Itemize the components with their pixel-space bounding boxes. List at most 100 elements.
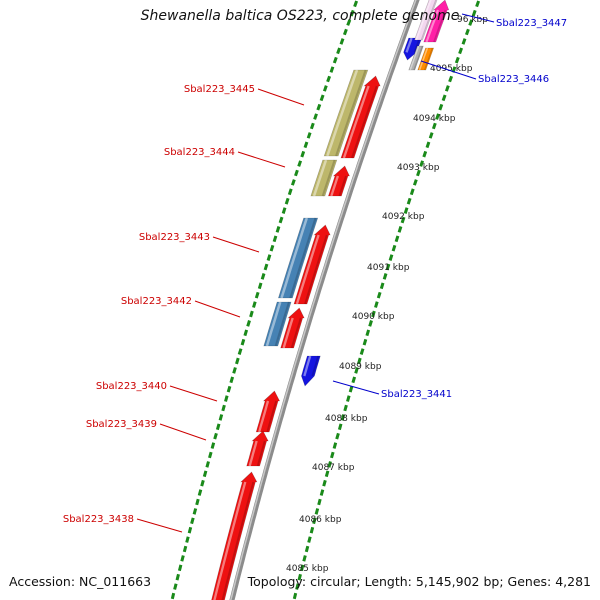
gene-label-3439[interactable]: Sbal223_3439 <box>86 419 157 430</box>
gene-label-3441[interactable]: Sbal223_3441 <box>381 389 452 400</box>
genome-summary: Topology: circular; Length: 5,145,902 bp… <box>247 574 591 589</box>
gene-label-3442[interactable]: Sbal223_3442 <box>121 296 192 307</box>
gc-tick <box>448 75 454 83</box>
gc-tick <box>454 56 460 64</box>
gc-tick <box>475 0 481 8</box>
scale-label-4095: 4095 kbp <box>430 64 473 74</box>
gene-label-3445[interactable]: Sbal223_3445 <box>184 84 255 95</box>
gc-tick <box>208 451 213 459</box>
gc-tick-tracks <box>170 0 481 600</box>
scale-label-4086: 4086 kbp <box>299 515 342 525</box>
gene-label-3447[interactable]: Sbal223_3447 <box>496 18 567 29</box>
gc-tick <box>254 291 260 299</box>
cds-3443[interactable] <box>277 217 319 299</box>
gc-tick <box>354 367 359 374</box>
gc-tick <box>312 517 317 525</box>
gene-arrow-3445[interactable] <box>340 75 381 159</box>
gene-arrow-3443[interactable] <box>293 224 331 305</box>
gc-tick <box>385 263 391 271</box>
gc-tick <box>240 338 246 346</box>
gc-tick <box>185 536 190 543</box>
cds-3445[interactable] <box>323 69 369 157</box>
gene-arrow-3441-shape <box>301 355 321 387</box>
gene-arrow-3447-pink[interactable] <box>423 0 450 43</box>
gc-tick <box>458 47 464 55</box>
gc-tick <box>330 451 335 459</box>
gene-label-3446[interactable]: Sbal223_3446 <box>478 74 549 85</box>
gene-arrow-3445-shade <box>351 85 378 159</box>
gene-arrow-3445-shape <box>340 75 381 159</box>
gc-tick <box>332 56 338 64</box>
gene-arrow-3441-shine <box>303 355 312 377</box>
gene-arrow-3446-shade <box>424 47 433 71</box>
gc-tick <box>313 113 318 120</box>
gene-arrow-3441[interactable] <box>301 355 321 387</box>
gc-tick <box>246 320 251 327</box>
gc-tick <box>309 122 315 130</box>
gene-arrow-3446-shape <box>417 47 435 71</box>
gene-arrow-3439-shade <box>256 440 266 467</box>
cds-3445-shade <box>335 69 367 157</box>
gc-tick <box>425 141 431 149</box>
gene-arrow-3439[interactable] <box>246 430 269 467</box>
gc-tick <box>297 160 303 167</box>
gc-tick <box>464 28 470 36</box>
gc-tick <box>376 291 382 299</box>
gc-tick-track-outer <box>170 0 359 600</box>
genome-title: Shewanella baltica OS223, complete genom… <box>140 8 460 24</box>
gene-arrow-3443-shape <box>293 224 331 305</box>
scale-label-4093: 4093 kbp <box>397 163 440 173</box>
cds-3447[interactable] <box>414 0 439 41</box>
gene-arrow-3444-shape <box>327 165 350 197</box>
gc-tick <box>388 254 394 261</box>
gc-tick <box>444 85 450 92</box>
gene-arrow-3444-shade <box>338 175 347 197</box>
gc-tick <box>428 132 434 139</box>
scale-label-4087: 4087 kbp <box>312 463 355 473</box>
gc-tick <box>226 385 232 393</box>
gc-tick <box>257 282 263 290</box>
scale-label-4094: 4094 kbp <box>413 114 456 124</box>
gene-arrow-3439-shape <box>246 430 269 467</box>
gc-tick <box>197 489 203 496</box>
gc-tick <box>263 263 269 271</box>
gene-arrow-3443-shade <box>304 234 328 305</box>
gc-tick <box>243 329 249 337</box>
gc-tick <box>260 273 266 280</box>
gene-arrow-3446[interactable] <box>417 47 435 71</box>
gc-tick <box>192 508 198 515</box>
cds-3445-shape <box>323 69 369 157</box>
leader-line-3441 <box>332 380 380 395</box>
gc-tick <box>400 216 406 224</box>
gc-tick-track-inner <box>292 0 481 600</box>
gene-label-3438[interactable]: Sbal223_3438 <box>63 514 134 525</box>
gc-tick <box>170 592 176 600</box>
gc-tick <box>322 85 328 92</box>
cds-3444[interactable] <box>310 159 338 197</box>
gc-tick <box>435 113 440 120</box>
gc-tick <box>349 9 355 17</box>
gc-tick <box>202 470 208 478</box>
cds-3446[interactable] <box>408 45 424 71</box>
gene-label-3440[interactable]: Sbal223_3440 <box>96 381 167 392</box>
gene-arrow-3442[interactable] <box>280 307 305 349</box>
gene-arrow-3447-blue-shine <box>405 37 413 53</box>
gc-tick <box>309 526 315 534</box>
gc-tick <box>307 536 312 543</box>
cds-3442[interactable] <box>263 301 292 347</box>
gene-label-3444[interactable]: Sbal223_3444 <box>164 147 235 158</box>
gene-arrow-3444[interactable] <box>327 165 350 197</box>
cds-3442-shine <box>265 301 282 347</box>
gene-label-3443[interactable]: Sbal223_3443 <box>139 232 210 243</box>
gene-arrow-3440[interactable] <box>255 390 281 433</box>
gc-tick <box>180 555 185 562</box>
genome-backbone <box>229 0 420 600</box>
gene-arrow-3447-blue[interactable] <box>403 37 423 61</box>
cds-3442-shade <box>274 301 291 347</box>
scale-labels: 4085 kbp 4086 kbp 4087 kbp 4088 kbp 4089… <box>286 15 488 574</box>
leader-line-3439 <box>159 423 207 441</box>
gene-arrow-3438[interactable] <box>210 471 258 600</box>
gc-tick <box>353 0 359 8</box>
gc-tick <box>200 479 205 487</box>
scale-label-4092: 4092 kbp <box>382 212 425 222</box>
